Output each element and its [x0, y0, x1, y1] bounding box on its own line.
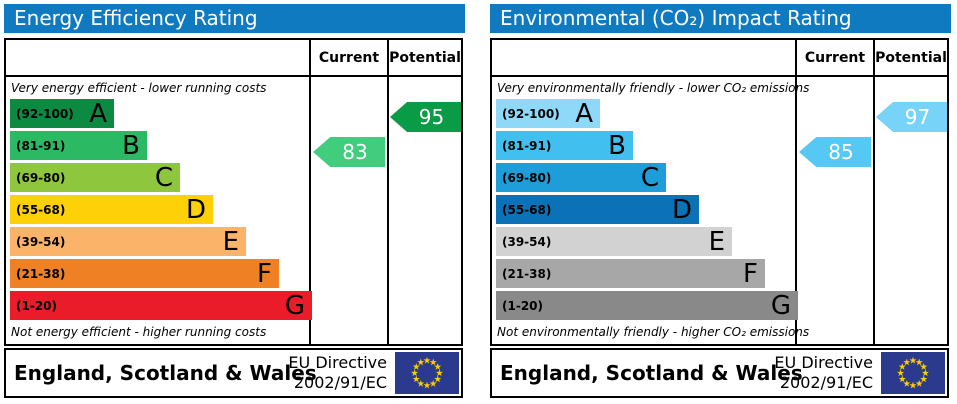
top-note: Very energy efficient - lower running co… [11, 81, 267, 95]
environmental-impact-panel: Environmental (CO₂) Impact Rating Curren… [490, 4, 951, 400]
region-label: England, Scotland & Wales [14, 361, 317, 385]
header-row [6, 40, 461, 77]
column-divider [309, 40, 311, 344]
band-range: (39-54) [16, 234, 66, 249]
band-e-bar: (39-54) E [10, 227, 246, 256]
potential-column-header: Potential [389, 49, 461, 66]
current-column-header: Current [804, 49, 866, 66]
band-letter: A [575, 98, 593, 129]
band-letter: B [608, 130, 626, 161]
panel-title: Environmental (CO₂) Impact Rating [490, 4, 951, 33]
current-rating-arrow: 83 [313, 137, 385, 167]
band-letter: F [743, 258, 758, 289]
band-range: (92-100) [502, 106, 560, 121]
rating-chart-box: Current Potential Very environmentally f… [490, 38, 949, 346]
header-row [492, 40, 947, 77]
band-range: (21-38) [502, 266, 552, 281]
current-column-header: Current [318, 49, 380, 66]
band-letter: C [154, 162, 173, 193]
band-range: (69-80) [16, 170, 66, 185]
eu-directive-label: EU Directive 2002/91/EC [288, 353, 387, 393]
eu-flag-icon [881, 352, 945, 394]
rating-chart-box: Current Potential Very energy efficient … [4, 38, 463, 346]
band-c-bar: (69-80) C [10, 163, 180, 192]
band-range: (1-20) [502, 298, 543, 313]
band-f-bar: (21-38) F [496, 259, 765, 288]
band-letter: A [89, 98, 107, 129]
band-g-bar: (1-20) G [496, 291, 798, 320]
panel-footer: England, Scotland & Wales EU Directive 2… [4, 348, 463, 398]
band-letter: G [284, 290, 305, 321]
band-letter: B [122, 130, 140, 161]
eu-directive-line1: EU Directive [774, 353, 873, 372]
band-letter: E [708, 226, 725, 257]
band-range: (81-91) [16, 138, 66, 153]
band-c-bar: (69-80) C [496, 163, 666, 192]
band-range: (92-100) [16, 106, 74, 121]
band-b-bar: (81-91) B [10, 131, 147, 160]
eu-flag-icon [395, 352, 459, 394]
band-d-bar: (55-68) D [496, 195, 699, 224]
band-f-bar: (21-38) F [10, 259, 279, 288]
band-letter: G [770, 290, 791, 321]
eu-directive-label: EU Directive 2002/91/EC [774, 353, 873, 393]
band-a-bar: (92-100) A [496, 99, 600, 128]
top-note: Very environmentally friendly - lower CO… [497, 81, 810, 95]
bottom-note: Not environmentally friendly - higher CO… [497, 325, 810, 339]
band-letter: D [671, 194, 692, 225]
eu-directive-line2: 2002/91/EC [779, 373, 873, 392]
band-range: (21-38) [16, 266, 66, 281]
bottom-note: Not energy efficient - higher running co… [11, 325, 267, 339]
potential-rating-arrow: 95 [390, 102, 461, 132]
potential-rating-arrow: 97 [876, 102, 947, 132]
region-label: England, Scotland & Wales [500, 361, 803, 385]
band-letter: C [640, 162, 659, 193]
panel-title: Energy Efficiency Rating [4, 4, 465, 33]
band-letter: F [257, 258, 272, 289]
band-d-bar: (55-68) D [10, 195, 213, 224]
potential-column-header: Potential [875, 49, 947, 66]
band-range: (55-68) [16, 202, 66, 217]
band-letter: D [185, 194, 206, 225]
band-range: (55-68) [502, 202, 552, 217]
band-range: (39-54) [502, 234, 552, 249]
band-a-bar: (92-100) A [10, 99, 114, 128]
eu-directive-line1: EU Directive [288, 353, 387, 372]
current-rating-arrow: 85 [799, 137, 871, 167]
eu-directive-line2: 2002/91/EC [293, 373, 387, 392]
band-e-bar: (39-54) E [496, 227, 732, 256]
column-divider [795, 40, 797, 344]
band-g-bar: (1-20) G [10, 291, 312, 320]
band-range: (1-20) [16, 298, 57, 313]
band-b-bar: (81-91) B [496, 131, 633, 160]
band-range: (81-91) [502, 138, 552, 153]
band-range: (69-80) [502, 170, 552, 185]
band-letter: E [222, 226, 239, 257]
panel-footer: England, Scotland & Wales EU Directive 2… [490, 348, 949, 398]
column-divider [873, 40, 875, 344]
column-divider [387, 40, 389, 344]
energy-efficiency-panel: Energy Efficiency Rating Current Potenti… [4, 4, 465, 400]
